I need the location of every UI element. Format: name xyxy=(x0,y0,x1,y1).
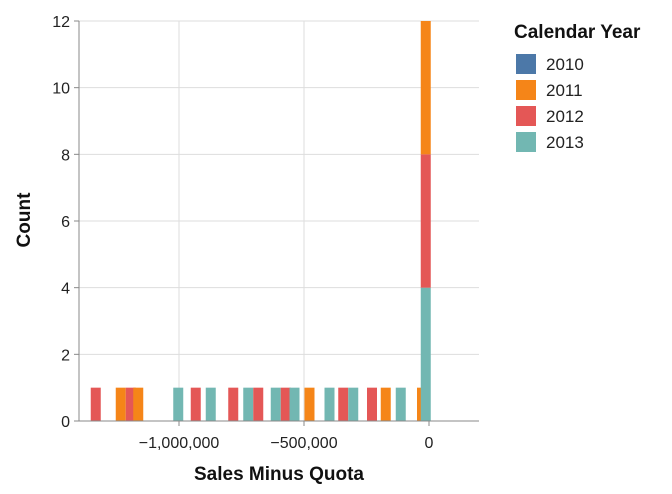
x-tick-label: −1,000,000 xyxy=(139,435,220,452)
grid-layer xyxy=(79,20,479,422)
bar-2012 xyxy=(125,387,136,421)
x-axis-title: Sales Minus Quota xyxy=(194,464,364,485)
bar-2013 xyxy=(173,387,184,421)
bar-2011 xyxy=(304,387,315,421)
legend-swatch-2010 xyxy=(516,54,536,74)
bar-2012 xyxy=(253,387,264,421)
bar-2012 xyxy=(338,387,349,421)
x-tick-label: 0 xyxy=(425,435,434,452)
y-tick-label: 4 xyxy=(61,281,70,298)
bar-2012 xyxy=(190,387,201,421)
bar-2011 xyxy=(420,21,431,155)
bar-2012 xyxy=(280,387,291,421)
legend-label-2012: 2012 xyxy=(546,107,584,126)
legend-swatch-2011 xyxy=(516,80,536,100)
legend-label-2013: 2013 xyxy=(546,133,584,152)
bar-2013 xyxy=(270,387,281,421)
axis-layer: 0 2 4 6 8 10 12 −1,000,000 −500,000 0 xyxy=(52,14,479,452)
x-tick-label: −500,000 xyxy=(270,435,337,452)
y-tick-label: 10 xyxy=(52,81,70,98)
bar-2012 xyxy=(367,387,377,421)
bar-2013 xyxy=(289,387,300,421)
bar-2013 xyxy=(243,387,254,421)
bar-2013 xyxy=(205,387,216,421)
legend-swatch-2012 xyxy=(516,106,536,126)
y-tick-label: 0 xyxy=(61,414,70,431)
bar-2013 xyxy=(395,387,406,421)
bar-2012 xyxy=(420,154,431,288)
bar-2012 xyxy=(228,387,239,421)
y-axis-title: Count xyxy=(14,192,35,248)
legend: Calendar Year 2010 2011 2012 2013 xyxy=(514,22,641,152)
bar-2013 xyxy=(348,387,359,421)
bar-2013 xyxy=(324,387,335,421)
bar-2013 xyxy=(420,287,431,421)
legend-label-2010: 2010 xyxy=(546,55,584,74)
bar-2012 xyxy=(90,387,101,421)
legend-label-2011: 2011 xyxy=(546,81,583,100)
bar-2011 xyxy=(133,387,144,421)
bar-2011 xyxy=(380,387,391,421)
y-tick-label: 6 xyxy=(61,214,70,231)
legend-swatch-2013 xyxy=(516,132,536,152)
bar-layer xyxy=(90,21,431,421)
legend-title: Calendar Year xyxy=(514,22,641,43)
y-tick-label: 12 xyxy=(52,14,70,31)
bar-2011 xyxy=(115,387,126,421)
y-tick-label: 8 xyxy=(61,147,70,164)
y-tick-label: 2 xyxy=(61,347,70,364)
